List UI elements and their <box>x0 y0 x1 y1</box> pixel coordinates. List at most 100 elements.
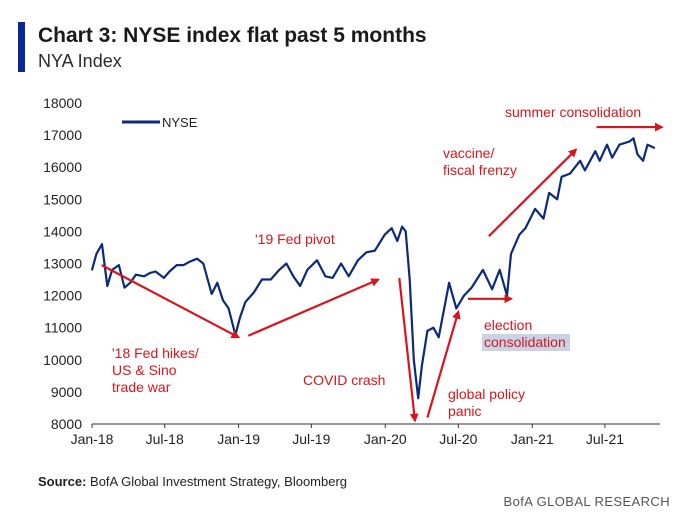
data-point <box>524 227 527 229</box>
data-point <box>285 262 288 265</box>
y-tick-label: 8000 <box>51 416 82 432</box>
data-point <box>594 150 597 152</box>
data-point <box>598 160 601 162</box>
data-point <box>202 262 205 265</box>
data-point <box>135 273 137 276</box>
data-point <box>421 365 423 368</box>
data-point <box>299 285 301 287</box>
chart-subtitle: NYA Index <box>38 51 122 71</box>
annotation-highlight <box>482 334 570 351</box>
data-point <box>611 156 613 159</box>
annotation-label: COVID crash <box>303 372 385 388</box>
annotation-arrow <box>247 278 381 337</box>
data-point <box>510 253 512 255</box>
data-point <box>404 230 407 233</box>
chart-title: Chart 3: NYSE index flat past 5 months <box>38 24 427 47</box>
y-tick-label: 16000 <box>43 159 82 175</box>
y-tick-label: 14000 <box>43 223 82 239</box>
data-point <box>196 257 198 260</box>
data-point <box>149 272 151 274</box>
data-point <box>365 251 368 254</box>
x-tick-label: Jul-20 <box>439 431 477 447</box>
x-tick-label: Jan-21 <box>511 431 554 447</box>
data-point <box>357 259 359 262</box>
y-tick-label: 11000 <box>44 320 82 336</box>
data-point <box>534 208 536 210</box>
data-point <box>628 140 631 143</box>
x-tick-label: Jan-19 <box>217 431 260 447</box>
data-point <box>374 249 376 252</box>
data-point <box>176 264 178 266</box>
data-point <box>560 176 563 178</box>
data-point <box>347 275 350 278</box>
annotation-label: '19 Fed pivot <box>255 231 335 247</box>
data-point <box>437 336 440 339</box>
annotation-label: summer consolidation <box>505 104 641 120</box>
data-point <box>101 243 103 245</box>
data-point <box>569 172 571 175</box>
data-point <box>324 275 327 278</box>
source-label: Source: <box>38 474 87 489</box>
x-tick-label: Jul-19 <box>292 431 330 447</box>
annotation-arrow <box>426 309 461 418</box>
data-point <box>154 270 157 273</box>
y-tick-label: 15000 <box>43 191 82 207</box>
data-point <box>491 288 493 291</box>
legend-label-nyse: NYSE <box>162 115 198 130</box>
annotation-label: election consolidation <box>484 317 566 350</box>
data-point <box>118 264 120 266</box>
annotation-label: global policy panic <box>448 386 525 419</box>
source-text: BofA Global Investment Strategy, Bloombe… <box>86 474 348 489</box>
data-point <box>306 269 309 271</box>
series-line-nyse <box>90 137 655 400</box>
data-point <box>518 233 521 236</box>
data-point <box>278 269 281 271</box>
annotation-arrow <box>101 264 241 339</box>
data-point <box>222 299 224 302</box>
data-point <box>636 153 639 156</box>
data-point <box>188 261 190 263</box>
data-point <box>270 278 272 281</box>
x-tick-label: Jan-20 <box>364 431 407 447</box>
data-point <box>210 293 213 295</box>
y-tick-label: 13000 <box>43 256 82 272</box>
data-point <box>261 278 263 281</box>
data-point <box>542 217 545 220</box>
y-tick-label: 12000 <box>43 288 82 304</box>
data-point <box>340 262 342 265</box>
y-tick-label: 10000 <box>43 352 82 368</box>
data-point <box>143 275 145 278</box>
data-point <box>292 275 295 278</box>
data-point <box>448 282 450 284</box>
y-tick-label: 9000 <box>51 384 82 400</box>
x-tick-label: Jul-21 <box>586 431 624 447</box>
data-point <box>426 330 429 332</box>
data-point <box>632 137 635 140</box>
data-point <box>331 277 334 279</box>
brand-footer: BofA GLOBAL RESEARCH <box>503 494 670 509</box>
data-point <box>584 169 586 172</box>
data-point <box>182 264 185 266</box>
data-point <box>413 359 415 361</box>
data-point <box>642 160 644 162</box>
y-tick-label: 18000 <box>43 95 82 111</box>
data-point <box>244 301 247 303</box>
data-point <box>455 307 458 310</box>
data-point <box>401 225 403 228</box>
data-point <box>239 317 241 319</box>
data-point <box>556 198 558 201</box>
x-tick-label: Jan-18 <box>71 431 114 447</box>
data-point <box>618 143 621 146</box>
data-point <box>579 160 581 162</box>
data-point <box>168 270 171 273</box>
data-point <box>253 291 255 294</box>
data-point <box>95 253 98 255</box>
annotation-label: '18 Fed hikes/US & Sino trade war <box>112 345 199 395</box>
data-point <box>653 147 656 149</box>
annotation-arrow <box>488 148 578 237</box>
title-accent-bar <box>18 22 25 72</box>
data-point <box>390 227 393 229</box>
data-point <box>129 282 131 284</box>
data-point <box>384 233 386 236</box>
data-point <box>548 192 550 194</box>
